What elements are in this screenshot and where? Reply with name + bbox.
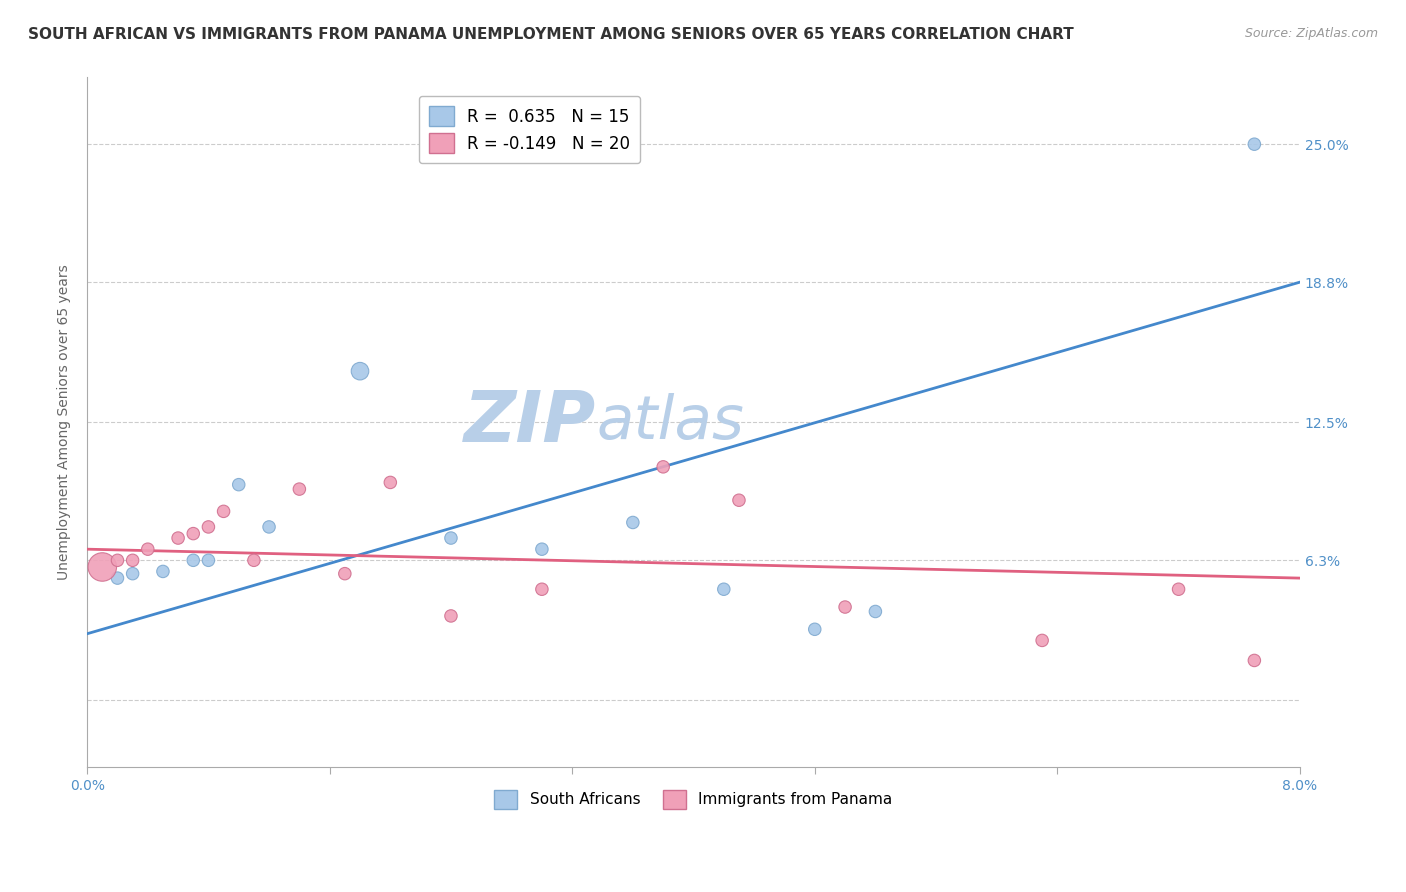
Point (333, 566, 356, 581)
Point (621, 516, 644, 530)
Point (440, 609, 463, 624)
Point (380, 475, 402, 490)
Text: ZIP: ZIP (464, 388, 596, 457)
Point (212, 504, 235, 518)
Point (1031, 633, 1053, 648)
Point (440, 531, 463, 545)
Point (228, 477, 250, 491)
Point (652, 459, 675, 474)
Point (197, 520, 219, 534)
Point (257, 520, 280, 534)
Point (121, 553, 143, 567)
Point (167, 531, 190, 545)
Point (530, 582, 553, 597)
Point (197, 553, 219, 567)
Point (136, 542, 159, 557)
Legend: South Africans, Immigrants from Panama: South Africans, Immigrants from Panama (488, 784, 898, 814)
Point (1243, 653, 1265, 667)
Point (728, 493, 751, 508)
Text: SOUTH AFRICAN VS IMMIGRANTS FROM PANAMA UNEMPLOYMENT AMONG SENIORS OVER 65 YEARS: SOUTH AFRICAN VS IMMIGRANTS FROM PANAMA … (28, 27, 1074, 42)
Point (713, 582, 735, 597)
Point (803, 622, 825, 636)
Point (530, 542, 553, 557)
Point (865, 605, 887, 619)
Point (152, 565, 174, 579)
Text: atlas: atlas (596, 392, 744, 452)
Point (181, 526, 204, 541)
Text: Source: ZipAtlas.com: Source: ZipAtlas.com (1244, 27, 1378, 40)
Point (1243, 137, 1265, 152)
Point (107, 571, 129, 585)
Point (91, 560, 114, 574)
Point (1167, 582, 1189, 597)
Point (107, 553, 129, 567)
Point (288, 482, 311, 496)
Point (834, 600, 856, 615)
Y-axis label: Unemployment Among Seniors over 65 years: Unemployment Among Seniors over 65 years (58, 264, 72, 580)
Point (181, 553, 204, 567)
Point (349, 364, 371, 378)
Point (121, 566, 143, 581)
Point (243, 553, 266, 567)
